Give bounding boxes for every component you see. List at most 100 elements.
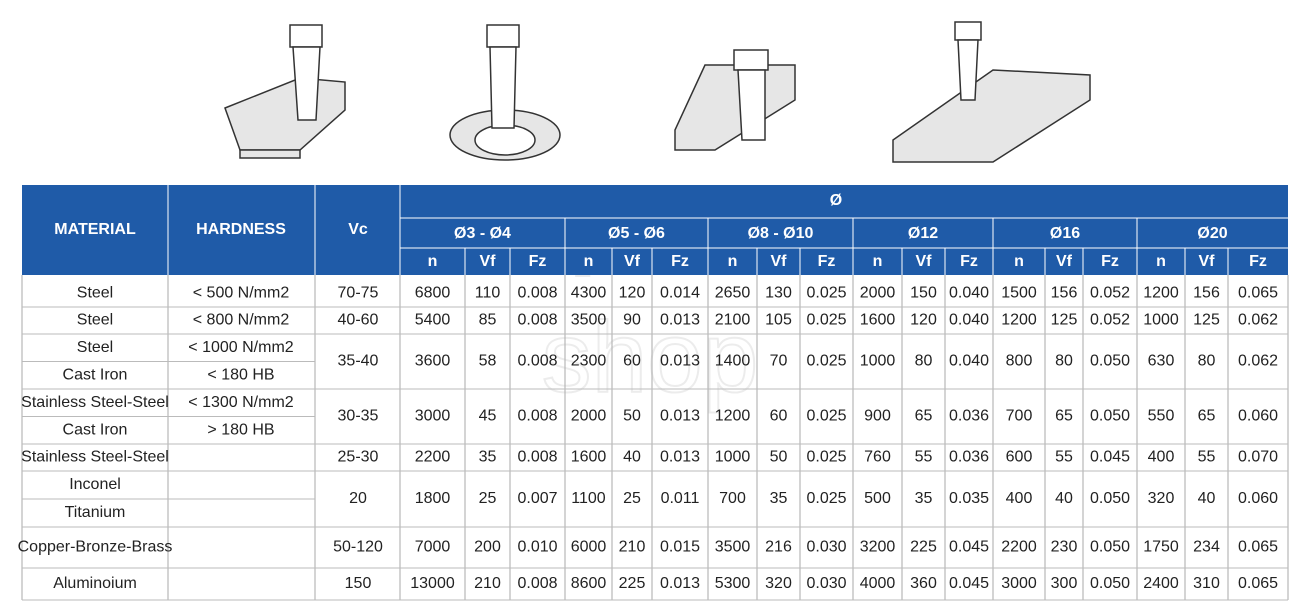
illustration-slotting bbox=[224, 24, 346, 159]
value-cell: 300 bbox=[1051, 575, 1078, 592]
value-cell: 225 bbox=[910, 539, 937, 556]
header-cell: MATERIAL bbox=[54, 221, 136, 238]
value-cell: 3000 bbox=[1001, 575, 1037, 592]
illustration-side-milling bbox=[674, 49, 796, 151]
value-cell: 3500 bbox=[571, 312, 607, 329]
vc-cell: 150 bbox=[345, 575, 372, 592]
vc-cell: 40-60 bbox=[338, 312, 379, 329]
value-cell: 0.014 bbox=[660, 285, 700, 302]
vc-cell: 70-75 bbox=[338, 285, 379, 302]
value-cell: 1000 bbox=[860, 353, 896, 370]
material-cell: Aluminoium bbox=[53, 575, 137, 592]
header-sub: Fz bbox=[529, 253, 547, 270]
material-cell: Steel bbox=[77, 339, 113, 356]
value-cell: 65 bbox=[915, 408, 933, 425]
value-cell: 600 bbox=[1006, 449, 1033, 466]
material-cell: Cast Iron bbox=[63, 366, 128, 383]
value-cell: 6000 bbox=[571, 539, 607, 556]
value-cell: 0.045 bbox=[1090, 449, 1130, 466]
value-cell: 700 bbox=[719, 490, 746, 507]
value-cell: 0.045 bbox=[949, 539, 989, 556]
value-cell: 2200 bbox=[415, 449, 451, 466]
header-sub: n bbox=[428, 253, 438, 270]
value-cell: 0.035 bbox=[949, 490, 989, 507]
header-sub: n bbox=[873, 253, 883, 270]
value-cell: 320 bbox=[1148, 490, 1175, 507]
value-cell: 2300 bbox=[571, 353, 607, 370]
value-cell: 550 bbox=[1148, 408, 1175, 425]
value-cell: 40 bbox=[1055, 490, 1073, 507]
vc-cell: 20 bbox=[349, 490, 367, 507]
value-cell: 0.008 bbox=[517, 285, 557, 302]
hardness-cell: < 500 N/mm2 bbox=[193, 285, 290, 302]
value-cell: 1800 bbox=[415, 490, 451, 507]
value-cell: 0.025 bbox=[806, 312, 846, 329]
value-cell: 0.008 bbox=[517, 575, 557, 592]
material-cell: Stainless Steel-Steel bbox=[21, 394, 169, 411]
value-cell: 1500 bbox=[1001, 285, 1037, 302]
value-cell: 800 bbox=[1006, 353, 1033, 370]
illustration-plunge bbox=[449, 24, 561, 161]
material-cell: Copper-Bronze-Brass bbox=[18, 539, 173, 556]
value-cell: 0.060 bbox=[1238, 490, 1278, 507]
value-cell: 0.030 bbox=[806, 575, 846, 592]
value-cell: 400 bbox=[1006, 490, 1033, 507]
value-cell: 0.008 bbox=[517, 408, 557, 425]
value-cell: 0.013 bbox=[660, 312, 700, 329]
value-cell: 0.013 bbox=[660, 408, 700, 425]
header-sub: Fz bbox=[818, 253, 836, 270]
material-cell: Steel bbox=[77, 285, 113, 302]
value-cell: 0.050 bbox=[1090, 353, 1130, 370]
header-group: Ø20 bbox=[1197, 225, 1227, 242]
header-sub: Fz bbox=[671, 253, 689, 270]
value-cell: 0.065 bbox=[1238, 539, 1278, 556]
value-cell: 320 bbox=[765, 575, 792, 592]
vc-cell: 35-40 bbox=[338, 353, 379, 370]
header-cell: Vc bbox=[348, 221, 368, 238]
value-cell: 0.036 bbox=[949, 408, 989, 425]
value-cell: 125 bbox=[1051, 312, 1078, 329]
value-cell: 35 bbox=[770, 490, 788, 507]
value-cell: 1200 bbox=[715, 408, 751, 425]
value-cell: 1600 bbox=[860, 312, 896, 329]
header-sub: Fz bbox=[1101, 253, 1119, 270]
value-cell: 125 bbox=[1193, 312, 1220, 329]
value-cell: 120 bbox=[619, 285, 646, 302]
value-cell: 65 bbox=[1198, 408, 1216, 425]
value-cell: 25 bbox=[623, 490, 641, 507]
hardness-cell: < 1300 N/mm2 bbox=[188, 394, 293, 411]
value-cell: 130 bbox=[765, 285, 792, 302]
value-cell: 216 bbox=[765, 539, 792, 556]
value-cell: 150 bbox=[910, 285, 937, 302]
material-cell: Stainless Steel-Steel bbox=[21, 449, 169, 466]
value-cell: 55 bbox=[915, 449, 933, 466]
value-cell: 58 bbox=[479, 353, 497, 370]
value-cell: 210 bbox=[619, 539, 646, 556]
value-cell: 0.065 bbox=[1238, 285, 1278, 302]
header-sub: Fz bbox=[1249, 253, 1267, 270]
header-sub: Vf bbox=[480, 253, 497, 270]
value-cell: 3600 bbox=[415, 353, 451, 370]
value-cell: 0.025 bbox=[806, 490, 846, 507]
value-cell: 0.013 bbox=[660, 449, 700, 466]
illustrations bbox=[224, 21, 1091, 163]
value-cell: 2000 bbox=[860, 285, 896, 302]
header-sub: Vf bbox=[771, 253, 788, 270]
value-cell: 2400 bbox=[1143, 575, 1179, 592]
header-sub: Vf bbox=[624, 253, 641, 270]
value-cell: 0.060 bbox=[1238, 408, 1278, 425]
value-cell: 360 bbox=[910, 575, 937, 592]
value-cell: 0.062 bbox=[1238, 312, 1278, 329]
value-cell: 3000 bbox=[415, 408, 451, 425]
value-cell: 0.050 bbox=[1090, 539, 1130, 556]
value-cell: 2000 bbox=[571, 408, 607, 425]
value-cell: 70 bbox=[770, 353, 788, 370]
watermark-text: shop bbox=[542, 301, 759, 413]
value-cell: 35 bbox=[915, 490, 933, 507]
value-cell: 0.008 bbox=[517, 312, 557, 329]
illustration-contouring bbox=[892, 21, 1091, 163]
value-cell: 0.008 bbox=[517, 449, 557, 466]
value-cell: 25 bbox=[479, 490, 497, 507]
hardness-cell: > 180 HB bbox=[207, 421, 274, 438]
